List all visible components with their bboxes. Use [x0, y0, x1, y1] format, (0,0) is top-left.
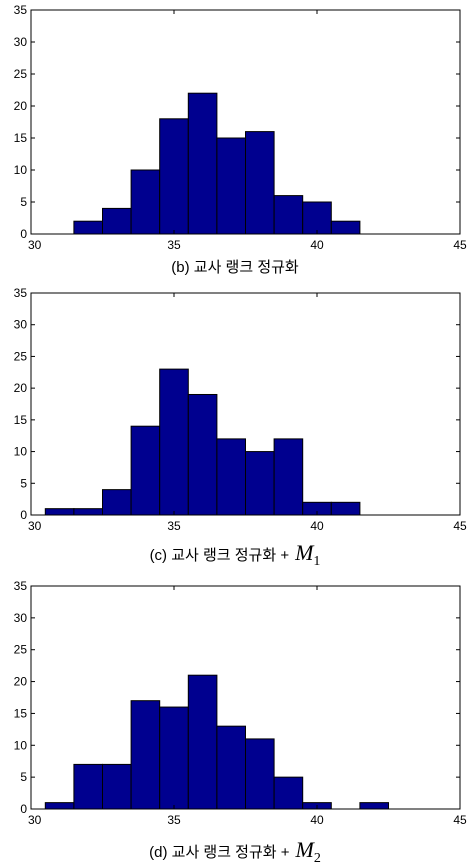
y-tick-label: 15 [14, 413, 28, 427]
histogram-bar [187, 92, 218, 235]
histogram-bar [216, 725, 246, 810]
x-tick-label: 30 [28, 238, 42, 252]
y-tick-label: 20 [14, 381, 28, 395]
y-tick-label: 35 [14, 579, 28, 593]
x-tick-label: 45 [453, 519, 467, 533]
histogram-bar [44, 508, 75, 516]
histogram-bar [159, 706, 189, 810]
axes-box [30, 292, 461, 516]
y-tick-label: 5 [20, 195, 27, 209]
histogram-bar [330, 220, 361, 235]
caption-text: (d) 교사 랭크 정규화 + [149, 844, 290, 861]
histogram-bar [273, 776, 304, 810]
y-tick-label: 25 [14, 643, 28, 657]
histogram-bar [187, 393, 218, 516]
x-tick-label: 35 [167, 238, 181, 252]
histogram-bar [302, 201, 332, 235]
histogram-bar [273, 438, 304, 516]
x-tick-label: 30 [28, 519, 42, 533]
y-tick-label: 25 [14, 349, 28, 363]
y-tick-label: 25 [14, 67, 28, 81]
x-tick-label: 35 [167, 519, 181, 533]
caption-subscript: 2 [314, 851, 321, 864]
caption-math: M [295, 837, 316, 862]
x-tick-label: 40 [310, 813, 324, 827]
histogram-bar [102, 763, 132, 810]
y-tick-label: 10 [14, 445, 28, 459]
histogram-bar [359, 802, 389, 810]
x-tick-label: 40 [310, 519, 324, 533]
x-tick-label: 30 [28, 813, 42, 827]
y-tick-label: 35 [14, 3, 28, 17]
histogram-bar [102, 207, 132, 235]
y-tick-label: 0 [20, 227, 27, 241]
histogram-bar [245, 738, 275, 810]
y-tick-label: 30 [14, 611, 28, 625]
caption-text: (b) 교사 랭크 정규화 [171, 259, 299, 276]
y-tick-label: 15 [14, 131, 28, 145]
y-tick-label: 10 [14, 163, 28, 177]
panel-caption: (b) 교사 랭크 정규화 [171, 259, 299, 276]
histogram-bar [159, 368, 189, 516]
y-tick-label: 0 [20, 802, 27, 816]
axes-box [30, 585, 461, 810]
y-tick-label: 20 [14, 675, 28, 689]
histogram-bar [73, 508, 104, 516]
x-tick-label: 45 [453, 238, 467, 252]
x-tick-label: 40 [310, 238, 324, 252]
axes-box [30, 9, 461, 235]
histogram-bar [273, 195, 304, 235]
caption-text: (c) 교사 랭크 정규화 + [150, 547, 290, 564]
y-tick-label: 30 [14, 35, 28, 49]
histogram-bar [130, 425, 161, 516]
histogram-bar [245, 451, 275, 516]
histogram-bar [216, 438, 246, 516]
histogram-bar [44, 802, 75, 810]
y-tick-label: 20 [14, 99, 28, 113]
panel-caption: (d) 교사 랭크 정규화 + M2 [149, 837, 321, 864]
histogram-bar [73, 763, 104, 810]
y-tick-label: 35 [14, 286, 28, 300]
histogram-panel-2: 30 35 40 45 0 5 10 15 20 25 30 35 (c) 교사 랭크 정규화 + M1 [14, 286, 467, 569]
histogram-bar [159, 118, 189, 235]
y-tick-label: 5 [20, 770, 27, 784]
histogram-bar [73, 220, 104, 235]
y-tick-label: 30 [14, 318, 28, 332]
histogram-bar [102, 489, 132, 516]
histogram-bar [330, 501, 361, 516]
histogram-bar [216, 137, 246, 235]
x-tick-label: 35 [167, 813, 181, 827]
histogram-panel-1: 30 35 40 45 0 5 10 15 20 25 30 35 (b) 교사 랭크 정규화 [14, 3, 467, 276]
histogram-bar [130, 700, 161, 810]
y-tick-label: 0 [20, 508, 27, 522]
y-tick-label: 10 [14, 738, 28, 752]
histogram-panel-3: 30 35 40 45 0 5 10 15 20 25 30 35 (d) 교사 랭크 정규화 + M2 [14, 579, 467, 864]
histogram-bar [130, 169, 161, 235]
y-tick-label: 15 [14, 706, 28, 720]
histogram-bar [245, 131, 275, 235]
histogram-bar [187, 674, 218, 810]
panel-caption: (c) 교사 랭크 정규화 + M1 [150, 540, 321, 569]
x-tick-label: 45 [453, 813, 467, 827]
caption-subscript: 1 [313, 554, 320, 569]
y-tick-label: 5 [20, 476, 27, 490]
caption-math: M [294, 540, 315, 565]
